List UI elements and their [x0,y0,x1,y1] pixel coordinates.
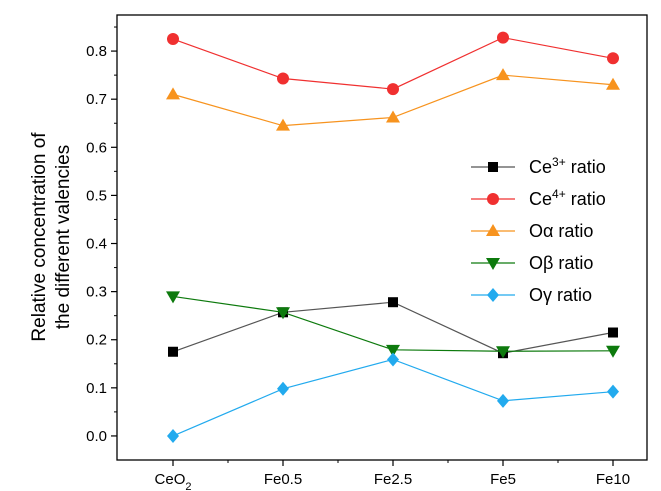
x-axis: CeO2 Fe0.5 Fe2.5 Fe5 Fe10 [155,460,630,491]
data-point [608,327,618,338]
y-tick-label: 0.7 [86,91,107,108]
y-tick-label: 0.2 [86,332,107,349]
data-point [606,77,620,90]
series-line [172,36,614,90]
data-point [166,291,180,304]
plot-frame [116,14,648,461]
legend-marker [488,162,498,172]
legend-marker [486,258,500,270]
data-point [276,307,290,320]
legend-superscript: 3+ [552,155,566,169]
series-3 [166,68,620,131]
y-tick-label: 0.8 [86,43,107,60]
data-point [497,393,509,408]
y-tick-label: 0.1 [86,380,107,397]
data-point [607,384,619,399]
data-point [386,344,400,357]
y-tick-label: 0.5 [86,187,107,204]
legend: Ce3+ ratio Ce4+ ratio Oα ratio Oβ ratio Oγ r… [471,155,606,305]
data-point [606,345,620,358]
y-tick-label: 0.6 [86,139,107,156]
legend-superscript: 4+ [552,187,566,201]
legend-label: Oα ratio [529,221,593,241]
series-5 [167,352,619,443]
legend-marker [487,288,499,302]
data-point [388,297,398,308]
data-point [166,87,180,100]
legend-marker [486,224,500,236]
legend-label: Ce3+ ratio [529,155,606,177]
legend-label: Ce4+ ratio [529,187,606,209]
series-group [166,31,620,443]
data-point [277,72,289,85]
legend-entry: Oγ ratio [471,285,592,305]
legend-label: Oγ ratio [529,285,592,305]
legend-suffix: ratio [553,221,593,241]
x-tick-subscript: 2 [185,481,191,491]
data-point [496,68,510,81]
legend-entry: Oα ratio [471,221,593,241]
data-point [277,381,289,396]
y-tick-label: 0.4 [86,236,107,253]
x-tick-label: Fe0.5 [264,471,302,488]
legend-label: Oβ ratio [529,253,593,273]
data-point [497,31,509,44]
x-tick-label: Fe5 [490,471,516,488]
legend-entry: Oβ ratio [471,253,593,273]
legend-marker [487,193,499,205]
data-point [168,346,178,357]
legend-entry: Ce4+ ratio [471,187,606,209]
data-point [167,428,179,443]
data-point [386,110,400,123]
y-axis-title-line: Relative concentration of [29,132,50,342]
legend-suffix: ratio [553,253,593,273]
x-tick-label: CeO2 [155,471,192,491]
x-tick-label: Fe2.5 [374,471,412,488]
y-axis: 0.0 0.1 0.2 0.3 0.4 0.5 0.6 0.7 0.8 [86,26,117,445]
data-point [387,83,399,96]
legend-suffix: ratio [552,285,592,305]
legend-suffix: ratio [566,157,606,177]
series-line [172,358,614,437]
y-axis-title-line: the different valencies [53,145,74,330]
data-point [607,52,619,65]
series-2 [167,31,619,96]
x-tick-label: Fe10 [596,471,630,488]
data-point [167,33,179,46]
legend-suffix: ratio [566,189,606,209]
y-axis-title: Relative concentration of the different v… [29,132,74,342]
legend-entry: Ce3+ ratio [471,155,606,177]
data-point [496,346,510,359]
data-point [276,118,290,131]
series-4 [166,291,620,359]
data-point [387,352,399,367]
y-tick-label: 0.0 [86,428,107,445]
y-tick-label: 0.3 [86,284,107,301]
